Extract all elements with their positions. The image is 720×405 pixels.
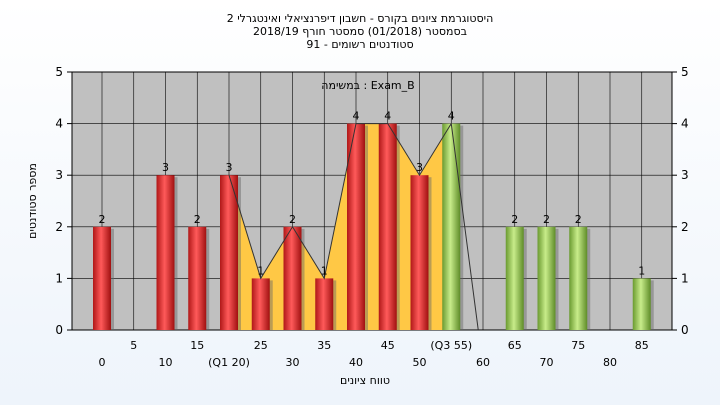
interquartile-outline — [228, 122, 479, 331]
data-label: 2 — [543, 213, 550, 226]
bar — [537, 226, 556, 330]
bar — [156, 175, 175, 330]
chart-title-line-3: סטודנטים רשומים - 91 — [306, 38, 413, 51]
x-tick-label: 85 — [635, 339, 649, 352]
y-tick-label-left: 0 — [55, 323, 63, 337]
data-label: 2 — [575, 213, 582, 226]
x-tick-label: 10 — [159, 356, 173, 369]
data-label: 1 — [321, 264, 328, 277]
y-tick-label-left: 5 — [55, 65, 63, 79]
x-tick-label: (Q1 20) — [208, 356, 250, 369]
bar — [315, 278, 334, 330]
data-label: 2 — [99, 213, 106, 226]
y-tick-label-right: 4 — [681, 117, 689, 131]
bar — [569, 226, 588, 330]
y-tick-label-right: 3 — [681, 168, 689, 182]
x-tick-label: 65 — [508, 339, 522, 352]
y-tick-label-left: 3 — [55, 168, 63, 182]
bar — [378, 123, 397, 330]
y-tick-label-right: 1 — [681, 271, 689, 285]
data-label: 2 — [194, 213, 201, 226]
x-tick-label: 75 — [571, 339, 585, 352]
y-tick-label-right: 0 — [681, 323, 689, 337]
data-labels: 2 3 2 3 1 2 1 4 4 3 4 2 2 2 1 — [99, 110, 646, 278]
data-label: 3 — [416, 161, 423, 174]
x-axis-label: טווח ציונים — [340, 374, 390, 387]
x-tick-label: 25 — [254, 339, 268, 352]
data-label: 3 — [162, 161, 169, 174]
x-tick-label: 40 — [349, 356, 363, 369]
y-axis-ticks: 0 0 1 1 2 2 3 3 4 4 5 5 — [55, 65, 688, 337]
data-label: 4 — [448, 110, 455, 123]
data-label: 4 — [353, 110, 360, 123]
data-label: 1 — [257, 264, 264, 277]
x-tick-label: 15 — [190, 339, 204, 352]
bar — [410, 175, 429, 330]
x-tick-label: 80 — [603, 356, 617, 369]
bar — [188, 226, 207, 330]
data-label: 2 — [289, 213, 296, 226]
data-label: 3 — [226, 161, 233, 174]
chart-title-line-1: היסטוגרמת ציונים בקורס - חשבון דיפרנציאל… — [227, 12, 494, 25]
data-label: 2 — [511, 213, 518, 226]
y-tick-label-left: 2 — [55, 220, 63, 234]
x-axis-ticks: 0 5 10 15 (Q1 20) 25 30 35 40 45 50(Q3 55) 60 65 70 75… — [99, 339, 649, 369]
data-label: 1 — [638, 264, 645, 277]
y-tick-label-right: 2 — [681, 220, 689, 234]
y-tick-label-left: 1 — [55, 271, 63, 285]
y-axis-label: מספר סטודנטים — [26, 163, 39, 239]
x-tick-label: 50 — [413, 356, 427, 369]
bar — [93, 226, 111, 330]
chart-annotation: במשימה : Exam_B — [321, 79, 414, 92]
bar — [505, 226, 524, 330]
x-tick-label: (Q3 55) — [430, 339, 472, 352]
x-tick-label: 45 — [381, 339, 395, 352]
bar — [442, 123, 461, 330]
bar — [251, 278, 270, 330]
x-tick-label: 0 — [99, 356, 106, 369]
data-label: 4 — [384, 110, 391, 123]
bars — [93, 123, 654, 330]
y-tick-label-right: 5 — [681, 65, 689, 79]
x-tick-label: 30 — [286, 356, 300, 369]
x-tick-label: 35 — [317, 339, 331, 352]
bar — [220, 175, 238, 330]
x-tick-label: 60 — [476, 356, 490, 369]
x-tick-label: 70 — [540, 356, 554, 369]
bar — [632, 278, 651, 330]
bar — [283, 226, 302, 330]
y-tick-label-left: 4 — [55, 117, 63, 131]
bar — [347, 123, 365, 330]
x-tick-label: 5 — [130, 339, 137, 352]
chart-title-line-2: בסמסטר (01/2018) סמסטר חורף 2018/19 — [253, 25, 467, 38]
